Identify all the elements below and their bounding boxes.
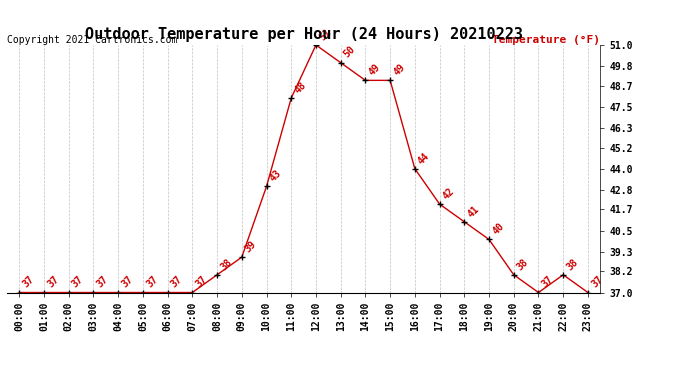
Text: Copyright 2021 Cartronics.com: Copyright 2021 Cartronics.com [7, 35, 177, 45]
Text: 37: 37 [70, 274, 86, 290]
Text: 39: 39 [243, 239, 259, 254]
Text: 49: 49 [367, 62, 382, 78]
Text: 37: 37 [589, 274, 604, 290]
Text: 49: 49 [391, 62, 407, 78]
Text: 37: 37 [169, 274, 184, 290]
Text: 38: 38 [564, 256, 580, 272]
Text: 37: 37 [95, 274, 110, 290]
Text: 37: 37 [144, 274, 159, 290]
Text: 37: 37 [119, 274, 135, 290]
Text: 37: 37 [194, 274, 209, 290]
Text: 48: 48 [293, 80, 308, 95]
Text: 44: 44 [416, 151, 432, 166]
Text: 51: 51 [317, 27, 333, 42]
Text: 43: 43 [268, 168, 284, 184]
Text: 38: 38 [219, 256, 234, 272]
Text: 37: 37 [21, 274, 36, 290]
Text: 37: 37 [540, 274, 555, 290]
Title: Outdoor Temperature per Hour (24 Hours) 20210223: Outdoor Temperature per Hour (24 Hours) … [85, 27, 522, 42]
Text: 40: 40 [491, 221, 506, 237]
Text: 42: 42 [441, 186, 456, 201]
Text: 38: 38 [515, 256, 531, 272]
Text: 50: 50 [342, 45, 357, 60]
Text: Temperature (°F): Temperature (°F) [492, 35, 600, 45]
Text: 37: 37 [46, 274, 61, 290]
Text: 41: 41 [466, 204, 481, 219]
